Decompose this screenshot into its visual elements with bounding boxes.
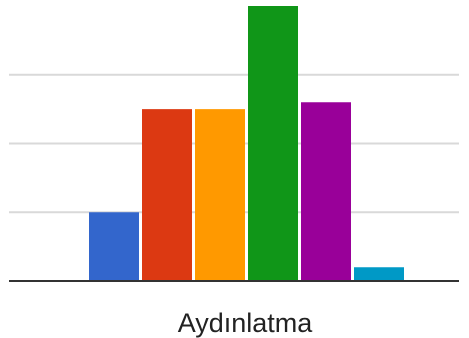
bar-series-2 <box>142 109 192 281</box>
bar-series-5 <box>301 102 351 281</box>
bar-layer <box>89 6 404 281</box>
category-label: Aydınlatma <box>178 308 314 338</box>
bar-series-3 <box>195 109 245 281</box>
bar-series-4 <box>248 6 298 281</box>
bar-series-6 <box>354 267 404 281</box>
bar-series-1 <box>89 212 139 281</box>
